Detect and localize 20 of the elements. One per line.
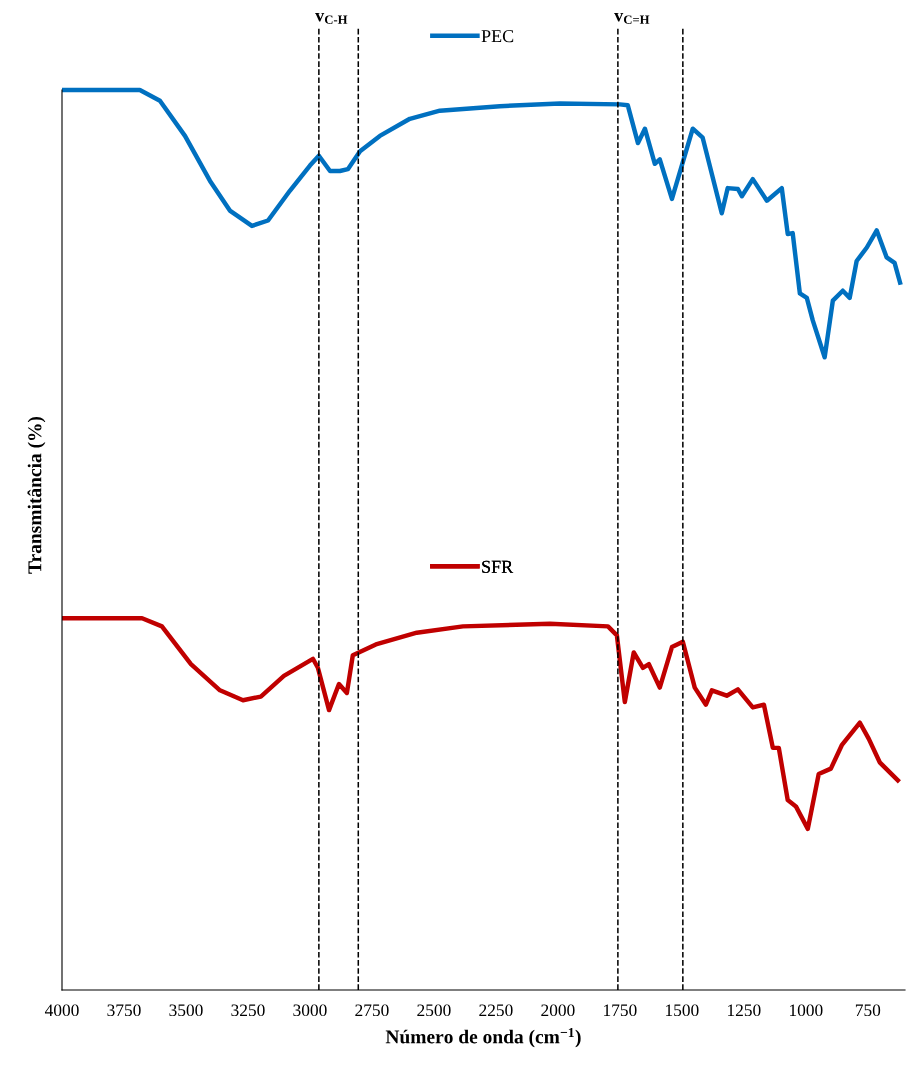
x-tick-label: 2000 bbox=[541, 1004, 575, 1017]
x-tick-label: 1250 bbox=[728, 1004, 761, 1017]
x-tick-label: 2500 bbox=[417, 1004, 451, 1017]
x-tick-label: 3500 bbox=[169, 1004, 203, 1017]
x-tick-label: 1000 bbox=[789, 1004, 823, 1017]
y-axis-title: Transmitância (%) bbox=[27, 416, 46, 574]
x-tick-label: 3750 bbox=[107, 1004, 141, 1017]
x-tick-label: 1750 bbox=[604, 1004, 637, 1017]
x-axis-title: Número de onda (cm$^{−1}$) bbox=[385, 1027, 581, 1048]
ref-line-label: v$_{C=H}$ bbox=[614, 13, 650, 24]
ref-line-label: v$_{C-H}$ bbox=[315, 13, 348, 24]
legend-label: SFR bbox=[482, 560, 514, 573]
x-tick-label: 1500 bbox=[666, 1004, 699, 1017]
legend-label: PEC bbox=[481, 30, 514, 43]
x-tick-label: 3000 bbox=[293, 1004, 327, 1017]
x-tick-label: 2750 bbox=[355, 1004, 389, 1017]
x-tick-label: 750 bbox=[855, 1004, 881, 1017]
x-tick-label: 3250 bbox=[231, 1004, 265, 1017]
x-tick-label: 2250 bbox=[479, 1004, 513, 1017]
x-tick-label: 4000 bbox=[44, 1004, 79, 1017]
